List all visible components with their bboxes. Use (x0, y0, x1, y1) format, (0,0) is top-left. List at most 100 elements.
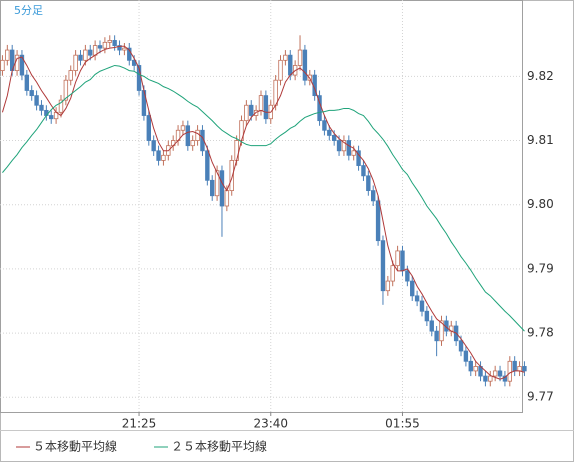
candle-body (88, 49, 93, 56)
x-tick-label: 21:25 (122, 417, 157, 431)
candle-body (244, 104, 249, 122)
candle-body (249, 104, 254, 116)
chart-title: 5分足 (14, 4, 43, 17)
candle-body (14, 54, 20, 71)
candle-body (63, 79, 69, 101)
candle-body (151, 140, 156, 152)
candle-body (185, 125, 191, 147)
candle-body (273, 79, 278, 106)
candle-body (24, 74, 30, 91)
candle-body (92, 45, 98, 56)
y-tick-label: 9.82 (527, 69, 554, 83)
candle-body (297, 49, 303, 66)
candle-body (73, 54, 78, 71)
candle-body (424, 310, 430, 322)
candle-body (34, 95, 39, 106)
candle-body (502, 375, 508, 382)
candle-body (346, 140, 352, 156)
y-tick-label: 9.80 (527, 197, 554, 211)
candle-body (288, 54, 293, 76)
candle-body (336, 140, 342, 152)
candle-body (229, 160, 234, 191)
candle-body (371, 190, 376, 202)
candle-body (497, 370, 503, 377)
candle-body (492, 370, 498, 377)
candle-body (414, 295, 420, 302)
candle-body (507, 360, 513, 382)
ma-line (2, 64, 525, 332)
candle-body (263, 95, 269, 120)
candle-body (429, 320, 434, 332)
ma-line (1, 45, 525, 380)
y-tick-label: 9.79 (527, 261, 554, 275)
candle-body (522, 366, 527, 372)
y-tick-label: 9.77 (527, 390, 554, 404)
candle-body (205, 150, 210, 181)
candle-body (356, 150, 361, 166)
candle-body (439, 320, 444, 342)
candle-body (419, 300, 425, 312)
candle-body (375, 200, 381, 242)
candle-body (39, 104, 44, 111)
candle-body (488, 375, 493, 382)
candle-body (234, 140, 239, 161)
candle-body (327, 129, 332, 136)
candle-body (458, 340, 464, 352)
candle-body (468, 360, 473, 372)
candle-body (49, 115, 54, 120)
candle-body (97, 45, 103, 49)
candle-body (341, 140, 347, 152)
x-tick-label: 23:40 (253, 417, 288, 431)
candle-body (156, 150, 161, 161)
candle-body (278, 59, 283, 81)
candle-body (385, 280, 391, 292)
candle-body (361, 165, 366, 177)
candle-body (68, 70, 73, 81)
legend-label: ５本移動平均線 (33, 439, 117, 454)
candle-body (219, 170, 225, 207)
candle-body (102, 41, 108, 49)
candles (0, 35, 527, 387)
candle-body (195, 129, 200, 141)
y-tick-label: 9.78 (527, 326, 554, 340)
candle-body (190, 140, 195, 147)
candle-body (58, 99, 64, 113)
candle-body (322, 120, 327, 131)
candle-body (214, 170, 220, 197)
candle-body (434, 330, 439, 342)
candle-body (29, 90, 34, 97)
candle-body (473, 366, 478, 372)
candle-body (161, 154, 166, 161)
candle-body (5, 49, 10, 61)
candle-body (366, 175, 371, 191)
candle-body (405, 270, 410, 282)
legend-label: ２５本移動平均線 (171, 439, 267, 454)
candle-body (395, 250, 400, 267)
candle-body (258, 95, 264, 111)
candle-body (117, 45, 122, 51)
x-tick-label: 01:55 (385, 417, 420, 431)
candle-body (410, 280, 415, 297)
candle-body (83, 49, 88, 61)
candle-body (146, 115, 151, 141)
candle-body (283, 54, 288, 61)
candle-body (517, 366, 522, 372)
candle-body (19, 54, 25, 76)
candle-body (107, 40, 112, 43)
candle-body (390, 265, 395, 282)
candle-body (224, 190, 230, 207)
candle-body (0, 59, 5, 71)
candle-body (351, 150, 356, 156)
candle-body (78, 54, 83, 61)
candle-body (127, 47, 132, 61)
y-tick-label: 9.81 (527, 133, 554, 147)
candle-body (483, 375, 488, 382)
plot-area (0, 0, 523, 413)
candle-body (122, 47, 127, 51)
candle-body (512, 360, 517, 372)
candle-body (302, 49, 308, 81)
candle-body (112, 40, 117, 46)
candle-body (380, 240, 386, 292)
